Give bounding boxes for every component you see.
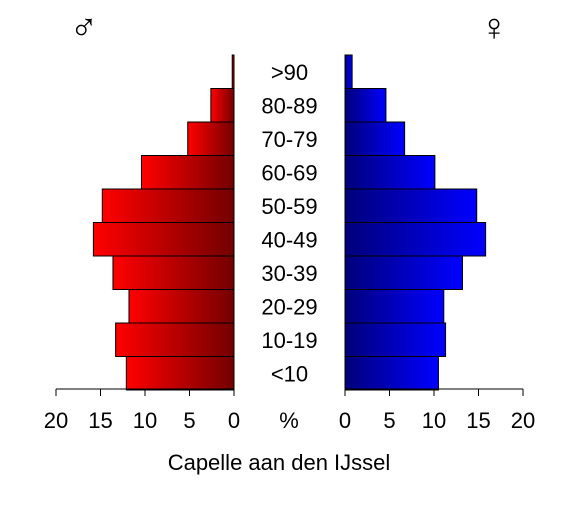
female-bar [344,222,487,257]
age-group-label: <10 [271,361,308,386]
male-axis-tick-label: 0 [228,408,240,433]
female-bars [344,54,487,391]
male-bar [140,155,235,190]
male-x-axis: 20 15 10 5 0 [44,388,240,433]
female-axis-tick-label: 0 [339,408,351,433]
female-bar [344,54,353,89]
female-bar [344,155,436,190]
female-symbol: ♀ [480,7,509,49]
age-group-label: 50-59 [261,194,317,219]
male-bar [231,54,235,89]
male-bar [125,356,235,391]
female-x-axis: 20 15 10 5 0 [339,388,535,433]
age-group-label: 30-39 [261,261,317,286]
male-bar [112,255,235,290]
male-axis-tick-label: 15 [88,408,112,433]
age-group-label: 40-49 [261,227,317,252]
female-axis-tick-label: 15 [466,408,490,433]
age-group-label: 60-69 [261,160,317,185]
female-bar [344,322,447,357]
age-group-label: 80-89 [261,93,317,118]
female-bar [344,289,445,324]
male-symbol: ♂ [70,7,99,49]
male-bar [101,188,235,223]
female-bar [344,88,387,123]
percent-unit-label: % [279,408,299,433]
female-axis-tick-label: 10 [422,408,446,433]
male-axis-tick-label: 20 [44,408,68,433]
male-bar [128,289,235,324]
male-bar [210,88,235,123]
male-bars [92,54,235,391]
chart-title: Capelle aan den IJssel [168,450,391,475]
age-group-label: 20-29 [261,294,317,319]
female-axis-tick-label: 5 [383,408,395,433]
female-bar [344,188,478,223]
age-group-label: >90 [271,60,308,85]
male-bar [92,222,235,257]
male-bar [187,121,235,156]
male-bar [115,322,235,357]
female-bar [344,356,439,391]
age-group-label: 10-19 [261,328,317,353]
female-bar [344,255,463,290]
female-bar [344,121,406,156]
male-axis-tick-label: 10 [133,408,157,433]
male-axis-tick-label: 5 [183,408,195,433]
age-group-labels: >90 80-89 70-79 60-69 50-59 40-49 30-39 20-29 10… [261,60,317,387]
age-group-label: 70-79 [261,127,317,152]
female-axis-tick-label: 20 [511,408,535,433]
